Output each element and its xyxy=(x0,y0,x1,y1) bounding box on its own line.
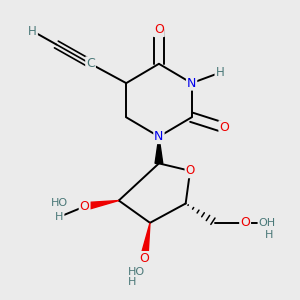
Text: O: O xyxy=(139,252,149,265)
Text: HO: HO xyxy=(51,199,68,208)
Text: O: O xyxy=(219,121,229,134)
Text: OH: OH xyxy=(259,218,276,228)
Text: H: H xyxy=(128,277,136,287)
Text: C: C xyxy=(86,57,95,70)
Polygon shape xyxy=(140,223,150,259)
Text: O: O xyxy=(240,216,250,229)
Text: O: O xyxy=(185,164,195,177)
Polygon shape xyxy=(84,200,119,210)
Text: HO: HO xyxy=(128,267,145,277)
Polygon shape xyxy=(155,136,163,164)
Text: N: N xyxy=(154,130,164,143)
Text: O: O xyxy=(80,200,89,213)
Text: N: N xyxy=(187,76,196,90)
Text: O: O xyxy=(154,23,164,36)
Text: H: H xyxy=(265,230,273,240)
Text: H: H xyxy=(55,212,64,222)
Text: H: H xyxy=(28,25,37,38)
Text: H: H xyxy=(215,66,224,79)
